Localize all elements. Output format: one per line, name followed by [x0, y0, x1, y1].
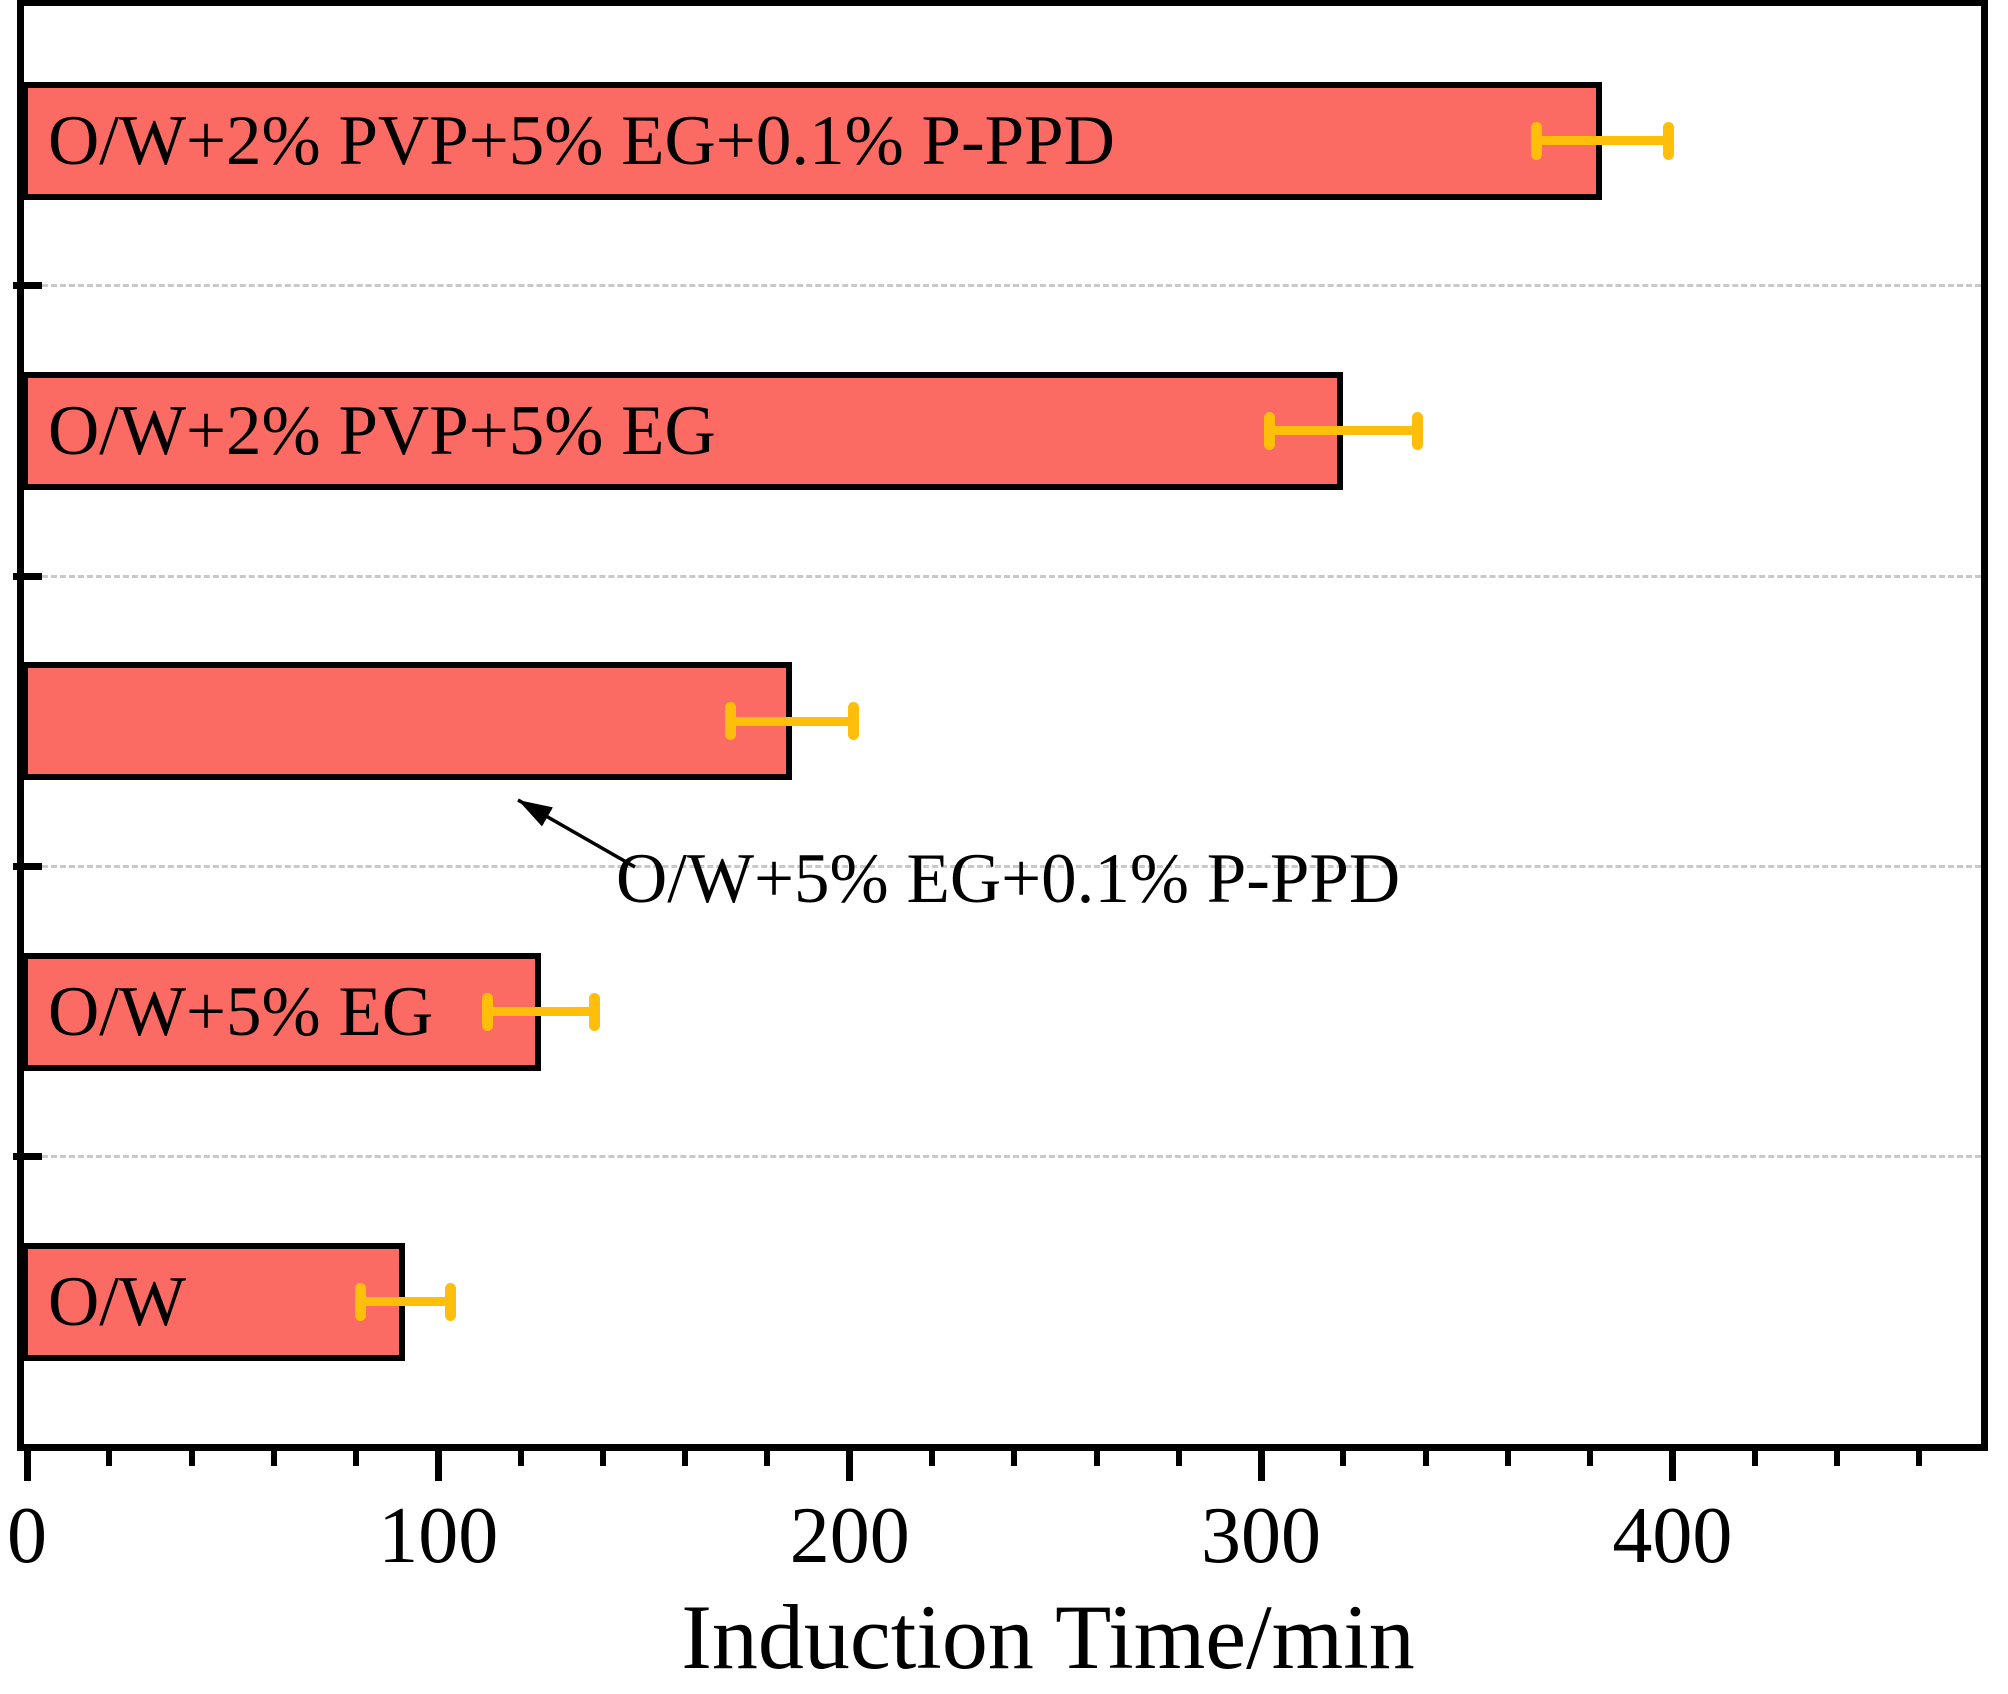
error-bar-cap	[354, 1282, 366, 1321]
y-axis-tick	[13, 862, 42, 870]
x-axis-tick-label: 100	[378, 1492, 499, 1580]
x-axis-minor-tick	[188, 1451, 195, 1466]
error-bar-cap	[1662, 121, 1674, 160]
plot-frame	[17, 0, 1988, 1451]
x-axis-major-tick	[846, 1451, 854, 1481]
x-axis-minor-tick	[1093, 1451, 1100, 1466]
y-axis-tick	[13, 282, 42, 290]
x-axis-minor-tick	[682, 1451, 689, 1466]
x-axis-major-tick	[1668, 1451, 1676, 1481]
x-axis-tick-label: 200	[789, 1492, 910, 1580]
error-bar-line	[360, 1297, 451, 1307]
x-axis-minor-tick	[517, 1451, 524, 1466]
error-bar-line	[730, 716, 854, 726]
x-axis-minor-tick	[270, 1451, 277, 1466]
x-axis-title: Induction Time/min	[681, 1586, 1415, 1688]
bar-label: O/W+5% EG	[48, 972, 434, 1051]
y-axis-tick	[13, 572, 42, 580]
error-bar-cap	[1531, 121, 1543, 160]
x-axis-minor-tick	[764, 1451, 771, 1466]
bar	[22, 371, 1344, 490]
y-axis-tick	[13, 1153, 42, 1161]
category-gridline	[42, 284, 1981, 288]
error-bar-cap	[1263, 411, 1275, 450]
x-axis-minor-tick	[1422, 1451, 1429, 1466]
bar-label: O/W	[48, 1262, 187, 1341]
bar-label: O/W+2% PVP+5% EG+0.1% P-PPD	[48, 101, 1115, 180]
error-bar-cap	[848, 702, 860, 741]
x-axis-tick-label: 400	[1612, 1492, 1733, 1580]
x-axis-major-tick	[434, 1451, 442, 1481]
x-axis-minor-tick	[1916, 1451, 1923, 1466]
x-axis-minor-tick	[1751, 1451, 1758, 1466]
x-axis-minor-tick	[599, 1451, 606, 1466]
error-bar-line	[1269, 426, 1418, 436]
category-gridline	[42, 1155, 1981, 1159]
x-axis-tick-label: 0	[7, 1492, 47, 1580]
error-bar-line	[487, 1007, 595, 1016]
x-axis-major-tick	[1257, 1451, 1265, 1481]
bar-label: O/W+2% PVP+5% EG	[48, 391, 716, 470]
error-bar-line	[1536, 136, 1669, 146]
error-bar-cap	[724, 702, 736, 741]
x-axis-minor-tick	[1340, 1451, 1347, 1466]
annotation-label: O/W+5% EG+0.1% P-PPD	[616, 840, 1401, 918]
x-axis-minor-tick	[1833, 1451, 1840, 1466]
annotation-arrow-icon	[517, 798, 636, 869]
category-gridline	[42, 574, 1981, 578]
error-bar-cap	[445, 1282, 457, 1321]
bar	[22, 662, 793, 781]
error-bar-cap	[589, 992, 601, 1031]
bar	[22, 81, 1603, 200]
x-axis-minor-tick	[106, 1451, 113, 1466]
x-axis-minor-tick	[353, 1451, 360, 1466]
x-axis-minor-tick	[929, 1451, 935, 1466]
x-axis-minor-tick	[1175, 1451, 1182, 1466]
x-axis-minor-tick	[1587, 1451, 1594, 1466]
x-axis-minor-tick	[1504, 1451, 1511, 1466]
error-bar-cap	[482, 992, 494, 1031]
category-gridline	[42, 864, 1981, 868]
bar	[22, 1242, 406, 1361]
error-bar-cap	[1411, 411, 1423, 450]
bar	[22, 952, 542, 1071]
x-axis-tick-label: 300	[1201, 1492, 1321, 1580]
x-axis-minor-tick	[1011, 1451, 1018, 1466]
x-axis-major-tick	[23, 1451, 31, 1481]
